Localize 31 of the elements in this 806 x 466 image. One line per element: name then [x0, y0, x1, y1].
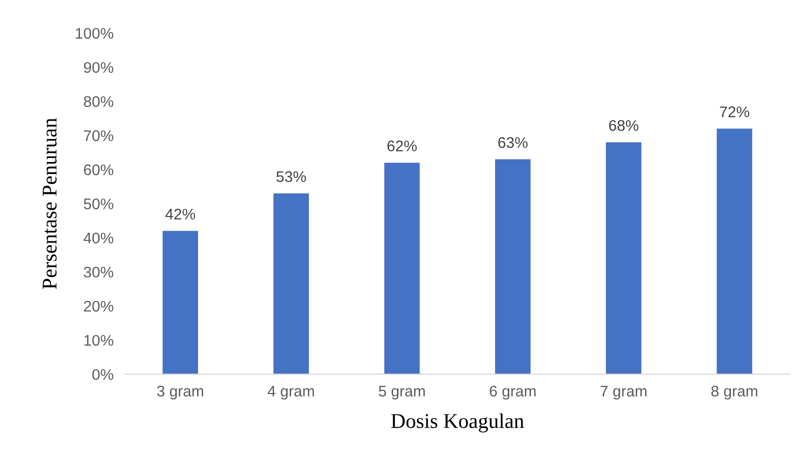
y-tick-label: 50%: [84, 198, 114, 210]
bar: [384, 162, 420, 374]
x-tick-label: 4 gram: [268, 386, 314, 400]
data-label: 62%: [387, 140, 417, 152]
y-axis-title: Persentase Penuruan: [42, 118, 57, 289]
bar: [162, 230, 198, 374]
bar: [273, 193, 309, 374]
data-label: 63%: [498, 137, 528, 148]
x-tick-label: 3 gram: [157, 386, 204, 400]
y-tick-label: 100%: [76, 28, 114, 39]
data-label: 53%: [276, 171, 306, 182]
y-tick-label: 90%: [84, 62, 114, 73]
y-tick-label: 40%: [84, 232, 114, 244]
x-tick-label: 7 gram: [600, 386, 646, 400]
y-tick-label: 70%: [84, 130, 114, 142]
bar: [716, 128, 752, 374]
x-axis-title: Dosis Koagulan: [391, 413, 524, 432]
x-tick-label: 6 gram: [490, 386, 536, 400]
y-tick-label: 30%: [84, 266, 114, 278]
bar: [606, 142, 642, 374]
data-label: 72%: [720, 106, 750, 118]
bar: [495, 159, 531, 374]
y-tick-label: 0%: [92, 369, 114, 380]
data-label: 68%: [609, 120, 638, 131]
x-tick-label: 5 gram: [378, 386, 425, 400]
x-tick-label: 8 gram: [711, 386, 758, 400]
y-tick-label: 10%: [84, 334, 114, 346]
data-label: 42%: [165, 208, 196, 220]
y-tick-label: 20%: [84, 300, 114, 312]
y-tick-label: 60%: [84, 164, 114, 176]
y-tick-label: 80%: [84, 96, 114, 107]
